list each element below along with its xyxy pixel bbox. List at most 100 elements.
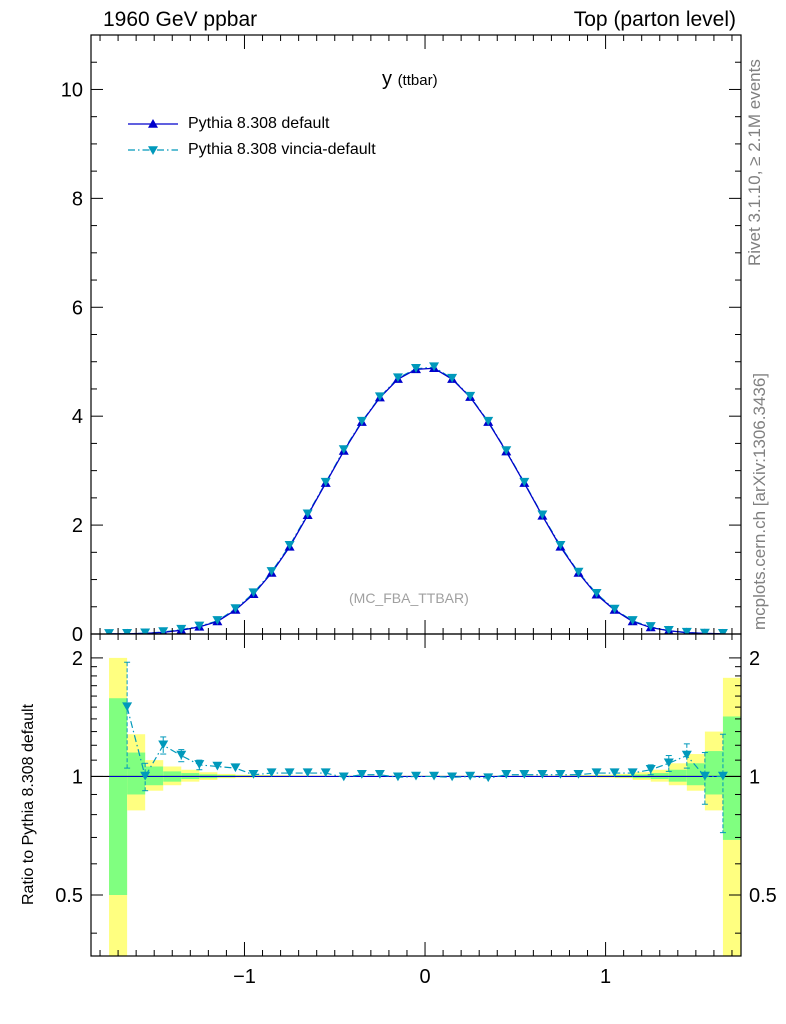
ratio-series-layer	[122, 661, 728, 834]
vincia-point	[537, 510, 548, 520]
ratio-vincia-point	[158, 740, 169, 750]
ratio-vincia-point	[392, 772, 403, 782]
ratio-ytick-label-left: 2	[72, 648, 83, 670]
vincia-point	[717, 629, 728, 634]
rivet-label: Rivet 3.1.10, ≥ 2.1M events	[745, 59, 764, 266]
vincia-point	[104, 629, 115, 634]
ratio-vincia-point	[627, 768, 638, 778]
legend-vincia-marker	[148, 146, 158, 155]
legend-label-default: Pythia 8.308 default	[188, 115, 330, 132]
ratio-band-green	[722, 716, 741, 840]
vincia-point	[429, 362, 440, 372]
vincia-point	[573, 567, 584, 577]
vincia-point	[158, 627, 169, 634]
vincia-point	[176, 624, 187, 634]
ratio-vincia-point	[338, 772, 349, 782]
ratio-vincia-point	[519, 769, 530, 779]
plot-title: y (ttbar)	[382, 68, 438, 91]
ratio-vincia-point	[555, 769, 566, 779]
vincia-point	[140, 628, 151, 634]
ratio-vincia-point	[447, 772, 458, 782]
vincia-point	[627, 616, 638, 625]
ratio-ytick-label-left: 1	[72, 766, 83, 788]
xtick-label: 0	[419, 966, 430, 988]
ratio-vincia-line	[126, 706, 723, 779]
vincia-point	[302, 509, 313, 519]
vincia-point	[356, 416, 367, 426]
vincia-point	[591, 588, 602, 598]
main-ytick-label: 10	[61, 79, 83, 101]
vincia-point	[609, 604, 620, 614]
main-series-layer	[104, 362, 728, 634]
vincia-point	[699, 628, 710, 634]
main-ytick-label: 0	[72, 624, 83, 646]
main-ytick-label: 6	[72, 297, 83, 319]
vincia-point	[663, 625, 674, 634]
ratio-ytick-label-right: 2	[749, 648, 760, 670]
ratio-vincia-point	[248, 769, 259, 779]
legend	[128, 119, 178, 155]
ratio-band-green	[127, 752, 146, 795]
ratio-vincia-point	[717, 771, 728, 781]
ratio-vincia-point	[663, 758, 674, 768]
ratio-vincia-point	[356, 769, 367, 779]
vincia-point	[230, 604, 241, 613]
header-left: 1960 GeV ppbar	[103, 8, 258, 31]
vincia-point	[519, 477, 530, 487]
ratio-vincia-point	[483, 773, 494, 783]
ratio-vincia-point	[465, 771, 476, 781]
ratio-band-green	[686, 763, 705, 786]
vincia-point	[248, 588, 259, 598]
ratio-vincia-point	[140, 771, 151, 781]
vincia-point	[447, 373, 458, 383]
vincia-point	[320, 477, 331, 487]
ratio-vincia-point	[591, 768, 602, 778]
vincia-point	[338, 445, 349, 454]
ratio-band-green	[109, 698, 128, 895]
vincia-point	[374, 392, 385, 402]
legend-label-vincia: Pythia 8.308 vincia-default	[188, 141, 376, 158]
vincia-point	[194, 621, 205, 631]
main-ytick-label: 8	[72, 188, 83, 210]
vincia-point	[212, 616, 223, 625]
vincia-point	[392, 373, 403, 383]
ratio-ytick-label-right: 1	[749, 766, 760, 788]
ratio-vincia-point	[681, 750, 692, 760]
ratio-band-green	[668, 769, 687, 782]
ratio-vincia-point	[609, 768, 620, 778]
vincia-point	[411, 364, 421, 373]
ratio-frame	[90, 633, 742, 957]
main-ytick-label: 2	[72, 515, 83, 537]
vincia-point	[266, 567, 277, 576]
ratio-ytick-label-right: 0.5	[749, 885, 777, 907]
legend-default-marker	[148, 119, 158, 128]
ratio-vincia-point	[645, 764, 656, 774]
vincia-point	[483, 416, 494, 426]
ratio-vincia-point	[194, 760, 205, 769]
vincia-point	[122, 629, 133, 634]
vincia-point	[465, 391, 476, 401]
ratio-vincia-point	[212, 761, 223, 771]
ratio-vincia-point	[573, 769, 584, 779]
xtick-label: −1	[233, 966, 256, 988]
vincia-point	[645, 622, 656, 631]
source-label: mcplots.cern.ch [arXiv:1306.3436]	[750, 372, 769, 630]
vincia-point	[284, 541, 295, 550]
ratio-vincia-point	[266, 768, 277, 778]
ratio-vincia-point	[122, 702, 133, 712]
ratio-ytick-label-left: 0.5	[55, 885, 83, 907]
vincia-point	[501, 446, 512, 456]
ratio-vincia-point	[176, 750, 187, 760]
ratio-vincia-point	[230, 763, 241, 773]
ratio-bands-layer	[91, 657, 741, 956]
ratio-vincia-point	[284, 768, 295, 778]
ratio-band-green	[704, 751, 723, 795]
ratio-vincia-point	[537, 769, 548, 779]
xtick-label: 1	[600, 966, 611, 988]
plot-title-sub: (ttbar)	[397, 72, 438, 89]
ratio-vincia-point	[699, 771, 710, 781]
plot-title-main: y	[382, 68, 392, 90]
ratio-vincia-point	[320, 768, 331, 778]
